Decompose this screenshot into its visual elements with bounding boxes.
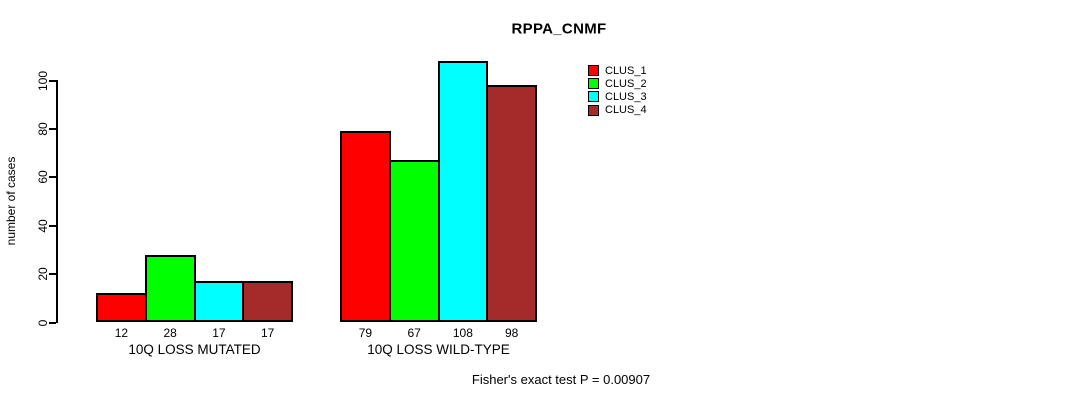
y-tick-label: 0	[36, 319, 50, 326]
legend-label: CLUS_3	[605, 90, 647, 103]
legend-label: CLUS_1	[605, 64, 647, 77]
y-tick-label: 60	[36, 170, 50, 184]
y-tick-label: 40	[36, 219, 50, 233]
y-tick-label: 100	[36, 70, 50, 91]
bar-clus_4	[242, 281, 293, 323]
legend-item-clus_1: CLUS_1	[588, 64, 647, 77]
y-tick-mark	[49, 79, 56, 82]
bar-value-label: 79	[358, 326, 373, 340]
y-axis-label: number of cases	[4, 156, 18, 246]
legend-swatch	[588, 104, 599, 116]
group-label: 10Q LOSS WILD-TYPE	[367, 342, 510, 357]
bar-clus_3	[437, 61, 489, 323]
bar-clus_1	[340, 131, 391, 323]
legend-label: CLUS_4	[605, 104, 647, 117]
legend-swatch	[588, 65, 599, 77]
bar-clus_1	[96, 293, 147, 323]
legend-swatch	[588, 78, 599, 90]
bar-value-label: 17	[212, 326, 226, 340]
group-label: 10Q LOSS MUTATED	[128, 342, 261, 357]
fisher-test-annotation: Fisher's exact test P = 0.00907	[471, 372, 651, 387]
bar-value-label: 12	[114, 326, 129, 340]
y-tick-mark	[49, 176, 56, 179]
bar-value-label: 67	[407, 326, 421, 340]
legend-item-clus_3: CLUS_3	[588, 90, 647, 103]
bar-value-label: 17	[260, 326, 275, 340]
bar-value-label: 108	[452, 326, 473, 340]
bar-clus_3	[193, 281, 245, 323]
bar-clus_4	[486, 85, 537, 323]
y-tick-mark	[49, 224, 56, 227]
y-tick-mark	[49, 273, 56, 276]
bar-clus_2	[388, 160, 440, 323]
y-tick-label: 80	[36, 122, 50, 136]
y-axis-line	[56, 80, 58, 323]
legend-label: CLUS_2	[605, 77, 647, 90]
y-tick-mark	[49, 321, 56, 324]
y-tick-mark	[49, 127, 56, 130]
legend-item-clus_4: CLUS_4	[588, 104, 647, 117]
bar-clus_2	[144, 254, 196, 323]
bar-value-label: 28	[163, 326, 177, 340]
legend-swatch	[588, 91, 599, 103]
y-tick-label: 20	[36, 267, 50, 281]
legend-item-clus_2: CLUS_2	[588, 77, 647, 90]
legend: CLUS_1 CLUS_2 CLUS_3 CLUS_4	[588, 64, 647, 117]
chart-title: RPPA_CNMF	[511, 20, 607, 38]
bar-value-label: 98	[504, 326, 519, 340]
